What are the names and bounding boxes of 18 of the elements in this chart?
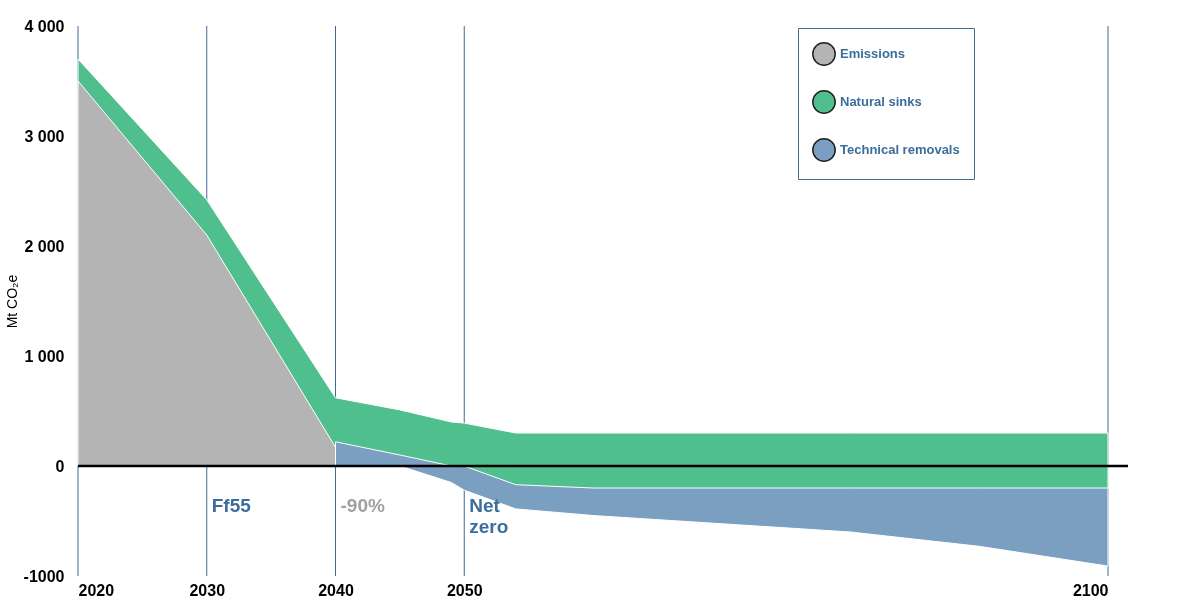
annotation: Ff55 <box>211 495 252 516</box>
x-tick-label: 2040 <box>318 581 354 599</box>
x-tick-label: 2020 <box>78 581 115 599</box>
x-tick-label: 2030 <box>189 581 226 599</box>
x-tick-label: 2050 <box>446 581 483 599</box>
legend-label: Technical removals <box>840 142 960 157</box>
y-axis-title: Mt CO₂e <box>3 274 20 329</box>
y-tick-label: 0 <box>55 457 65 475</box>
legend-label: Emissions <box>840 46 906 61</box>
y-tick-label: 3 000 <box>24 127 65 145</box>
y-tick-label: 2 000 <box>24 237 65 255</box>
y-tick-label: -1000 <box>23 567 65 585</box>
annotation: Net zero <box>469 495 509 537</box>
annotation: -90% <box>340 495 385 516</box>
y-tick-label: 4 000 <box>24 17 65 35</box>
legend-label: Natural sinks <box>840 94 922 109</box>
x-tick-label: 2100 <box>1072 581 1109 599</box>
y-tick-label: 1 000 <box>24 347 65 365</box>
